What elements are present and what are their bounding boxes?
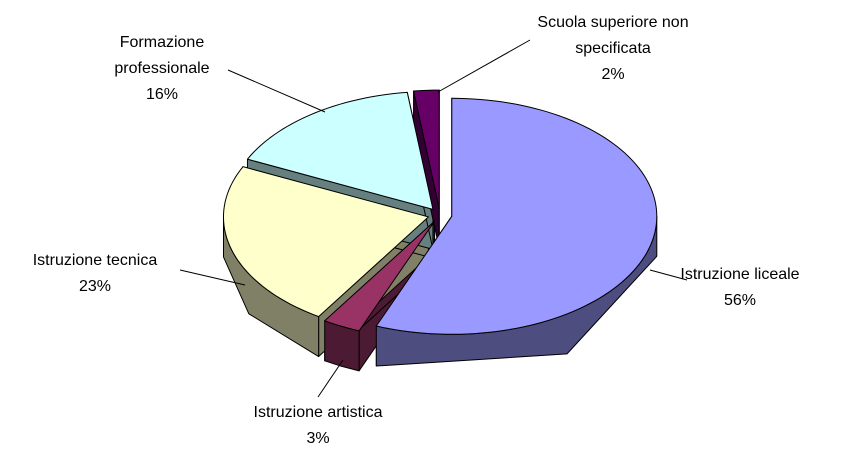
slice [246, 91, 434, 210]
slice [413, 89, 440, 209]
leader-line [317, 359, 344, 398]
category-label: Istruzione liceale [680, 266, 800, 283]
slice-label: Istruzione artistica 3% [218, 400, 418, 452]
value-label: 23% [78, 278, 112, 295]
value-label: 16% [145, 86, 179, 103]
slice [375, 97, 658, 335]
slice-label: Scuola superiore non specificata 2% [518, 10, 708, 88]
category-label: Istruzione artistica [253, 404, 383, 421]
value-label: 3% [306, 430, 330, 447]
slice [324, 220, 436, 332]
category-label: Formazione professionale [114, 34, 210, 77]
leader-line [179, 269, 246, 286]
leader-line [227, 69, 326, 113]
category-label: Scuola superiore non specificata [537, 14, 689, 57]
slice-label: Formazione professionale 16% [102, 30, 222, 108]
slice-label: Istruzione liceale 56% [640, 262, 840, 314]
leader-line [649, 269, 688, 281]
value-label: 56% [723, 292, 757, 309]
slice-label: Istruzione tecnica 23% [0, 248, 195, 300]
leader-line [437, 39, 531, 93]
slice [222, 166, 429, 318]
category-label: Istruzione tecnica [32, 252, 158, 269]
value-label: 2% [601, 66, 625, 83]
